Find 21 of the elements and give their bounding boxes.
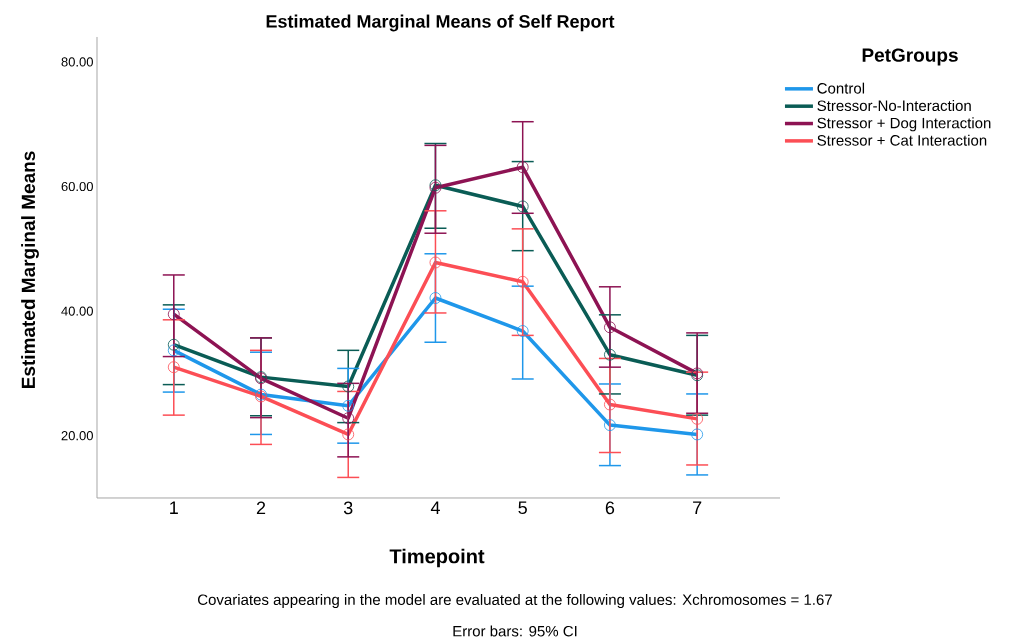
legend-label: Stressor + Cat Interaction — [817, 134, 987, 146]
y-tick-label: 40.00 — [61, 306, 93, 316]
text: Error bars: 95% CI — [453, 625, 577, 637]
legend-label: Stressor-No-Interaction — [817, 100, 971, 112]
x-tick-label: 6 — [605, 501, 615, 515]
x-tick-label: 4 — [430, 501, 440, 514]
y-tick-label: 80.00 — [61, 57, 93, 67]
x-tick-label: 3 — [343, 501, 353, 515]
y-tick-label: 20.00 — [61, 431, 93, 441]
chart-title: Estimated Marginal Means of Self Report — [266, 14, 615, 32]
x-tick-label: 5 — [518, 501, 527, 515]
legend-label: Control — [817, 82, 865, 94]
legend-label: Stressor + Dog Interaction — [817, 117, 991, 132]
x-tick-label: 1 — [170, 501, 178, 514]
y-tick-label: 60.00 — [61, 181, 93, 192]
x-tick-label: 2 — [256, 501, 266, 515]
y-axis-title: Estimated Marginal Means — [21, 151, 39, 389]
legend-title: PetGroups — [862, 48, 958, 66]
text: Covariates appearing in the model are evaluated at the following values: Xchromosomes = 1.67 — [198, 593, 832, 608]
x-tick-label: 7 — [693, 501, 702, 514]
x-axis-title: Timepoint — [389, 548, 485, 568]
